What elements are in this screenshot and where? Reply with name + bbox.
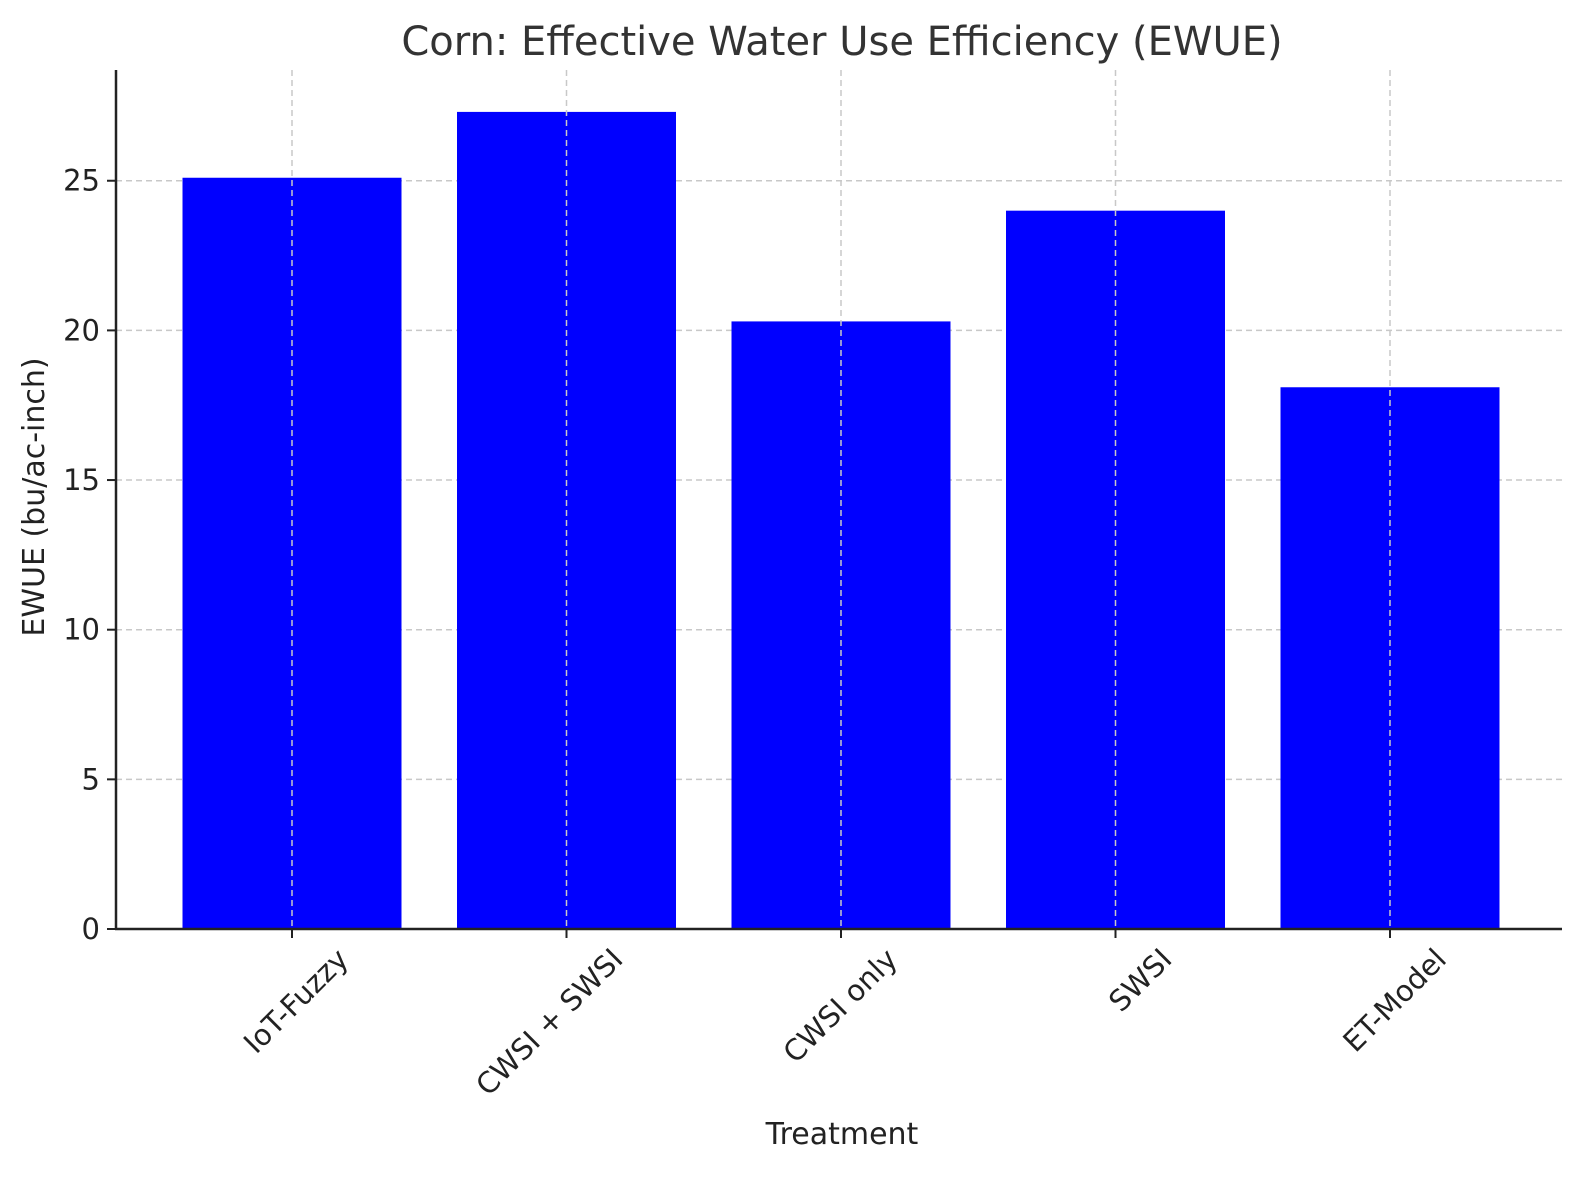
y-tick-label: 25 [63,164,100,198]
y-tick-label: 20 [63,313,100,347]
y-axis-ticks: 0 5 10 15 20 25 [63,164,116,946]
chart-title: Corn: Effective Water Use Efficiency (EW… [401,19,1282,65]
y-tick-label: 10 [63,613,100,647]
x-tick-label: ET-Model [1336,942,1453,1059]
x-tick-label: CWSI + SWSI [469,942,629,1102]
axes [114,70,1562,931]
y-tick-label: 15 [63,463,100,497]
bar [1280,387,1500,929]
x-axis-label: Treatment [765,1117,919,1152]
x-tick-label: CWSI only [776,942,904,1070]
bars [182,70,1500,929]
x-tick-label: SWSI [1102,942,1178,1018]
y-tick-label: 5 [82,762,100,796]
x-tick-label: IoT-Fuzzy [237,942,355,1060]
y-axis-label: EWUE (bu/ac-inch) [17,357,52,636]
y-tick-label: 0 [82,912,100,946]
x-axis-ticks: IoT-Fuzzy CWSI + SWSI CWSI only SWSI ET-Mode… [237,929,1453,1102]
